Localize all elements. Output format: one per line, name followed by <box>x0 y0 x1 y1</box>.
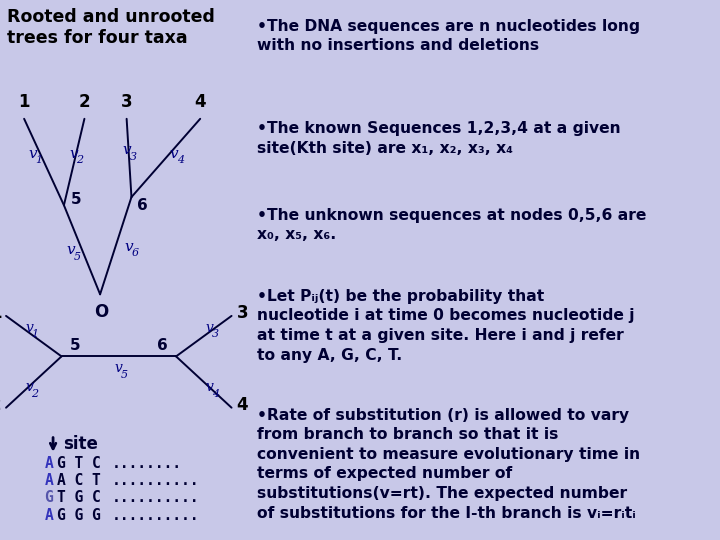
Text: 1: 1 <box>0 304 1 322</box>
Text: O: O <box>94 302 109 321</box>
Text: v: v <box>28 147 37 161</box>
Text: ..........: .......... <box>112 490 199 505</box>
Text: v: v <box>25 321 33 335</box>
Text: •The unknown sequences at nodes 0,5,6 are
x₀, x₅, x₆.: •The unknown sequences at nodes 0,5,6 ar… <box>257 208 646 242</box>
Text: •Rate of substitution (r) is allowed to vary
from branch to branch so that it is: •Rate of substitution (r) is allowed to … <box>257 408 640 521</box>
Text: 5: 5 <box>69 338 80 353</box>
Text: 3: 3 <box>121 93 132 111</box>
Text: 5: 5 <box>71 192 81 207</box>
Text: v: v <box>67 243 76 257</box>
Text: •Let Pᵢⱼ(t) be the probability that
nucleotide i at time 0 becomes nucleotide j
: •Let Pᵢⱼ(t) be the probability that nucl… <box>257 289 634 362</box>
Text: ..........: .......... <box>112 508 199 523</box>
Text: A: A <box>45 456 53 471</box>
Text: 4: 4 <box>236 396 248 414</box>
Text: ........: ........ <box>112 456 182 471</box>
Text: 4: 4 <box>176 156 184 165</box>
Text: 4: 4 <box>194 93 206 111</box>
Text: A: A <box>45 473 53 488</box>
Text: 5: 5 <box>121 370 127 380</box>
Text: Rooted and unrooted
trees for four taxa: Rooted and unrooted trees for four taxa <box>7 8 215 47</box>
Text: 2: 2 <box>0 396 1 414</box>
Text: v: v <box>69 147 78 161</box>
Text: v: v <box>170 147 179 161</box>
Text: ..........: .......... <box>112 473 199 488</box>
Text: 3: 3 <box>212 329 219 339</box>
Text: 1: 1 <box>35 156 42 165</box>
Text: 5: 5 <box>73 252 81 261</box>
Text: G T C: G T C <box>57 456 100 471</box>
Text: •The DNA sequences are n nucleotides long
with no insertions and deletions: •The DNA sequences are n nucleotides lon… <box>257 19 639 53</box>
Text: 2: 2 <box>78 93 90 111</box>
Text: 3: 3 <box>236 304 248 322</box>
Text: 1: 1 <box>19 93 30 111</box>
Text: T G C: T G C <box>57 490 100 505</box>
Text: 6: 6 <box>132 248 139 258</box>
Text: v: v <box>123 143 132 157</box>
Text: v: v <box>205 380 213 394</box>
Text: v: v <box>114 361 122 375</box>
Text: G G G: G G G <box>57 508 100 523</box>
Text: A C T: A C T <box>57 473 100 488</box>
Text: 3: 3 <box>130 152 137 161</box>
Text: site: site <box>63 435 98 454</box>
Text: v: v <box>125 240 133 254</box>
Text: 6: 6 <box>158 338 168 353</box>
Text: 6: 6 <box>137 198 148 213</box>
Text: 4: 4 <box>212 389 219 399</box>
Text: 2: 2 <box>76 156 83 165</box>
Text: G: G <box>45 490 53 505</box>
Text: A: A <box>45 508 53 523</box>
Text: 1: 1 <box>32 329 39 339</box>
Text: 2: 2 <box>32 389 39 399</box>
Text: v: v <box>205 321 213 335</box>
Text: •The known Sequences 1,2,3,4 at a given
site(Kth site) are x₁, x₂, x₃, x₄: •The known Sequences 1,2,3,4 at a given … <box>257 122 621 156</box>
Text: v: v <box>25 380 33 394</box>
